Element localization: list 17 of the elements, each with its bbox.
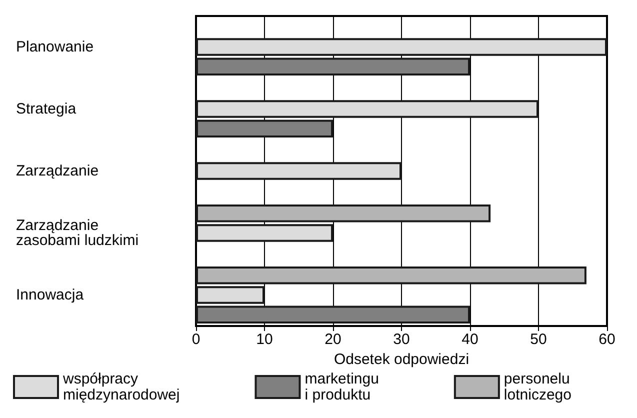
legend-label: personelu lotniczego — [504, 370, 572, 404]
y-tick-label: Innowacja — [16, 286, 84, 304]
x-tick-label: 30 — [393, 331, 410, 348]
y-tick-label: Zarządzanie zasobami ludzkimi — [16, 217, 139, 249]
x-tick-label: 60 — [598, 331, 616, 348]
x-tick-label: 20 — [324, 331, 342, 348]
x-tick-label: 0 — [192, 331, 200, 348]
x-tick-label: 10 — [256, 331, 273, 348]
y-tick-label: Zarządzanie — [16, 162, 99, 180]
x-tick-label: 50 — [530, 331, 547, 348]
y-tick-label: Strategia — [16, 100, 77, 118]
x-tick-label: 40 — [462, 331, 478, 348]
bar — [196, 162, 402, 180]
y-tick-label: Planowanie — [16, 38, 94, 56]
legend-label: marketingu i produktu — [304, 370, 379, 404]
x-axis-title: Odsetek odpowiedzi — [334, 350, 470, 368]
legend-label: współpracy międzynarodowej — [62, 370, 180, 404]
